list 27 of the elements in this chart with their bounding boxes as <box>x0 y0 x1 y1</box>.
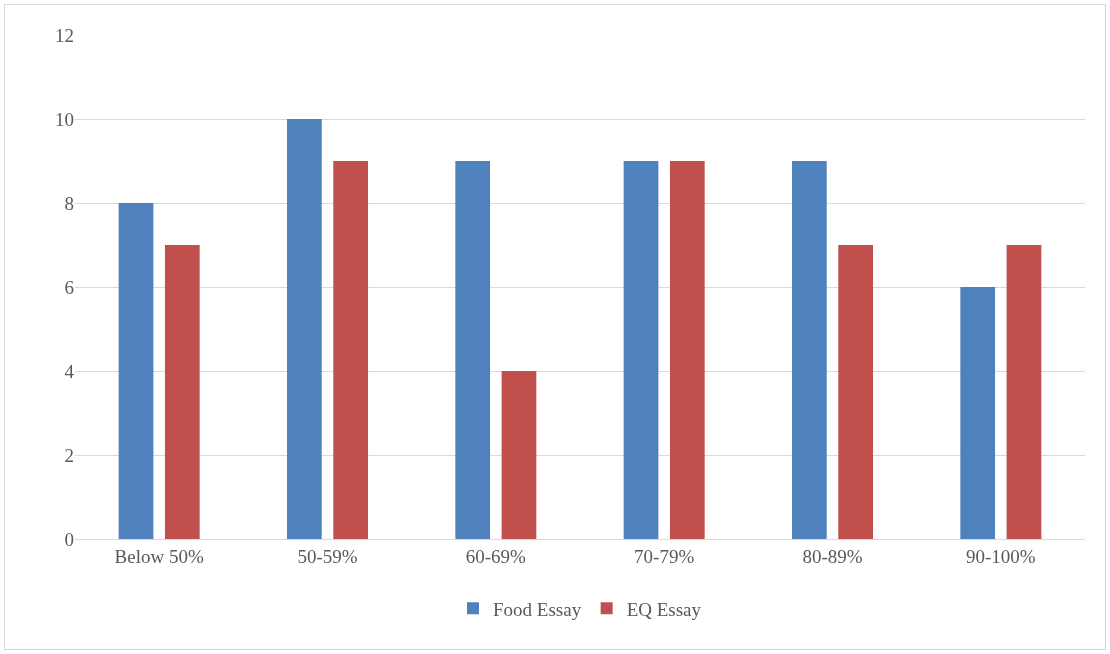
x-tick-label: 80-89% <box>802 545 863 567</box>
bar <box>333 161 369 539</box>
y-tick-label: 12 <box>55 24 74 46</box>
bar <box>669 161 705 539</box>
bar <box>838 245 874 539</box>
bar <box>164 245 200 539</box>
y-tick-label: 10 <box>55 108 74 130</box>
y-tick-label: 8 <box>64 192 74 214</box>
bar <box>118 203 154 539</box>
bar <box>791 161 827 539</box>
y-tick-label: 4 <box>64 360 75 382</box>
bar <box>1006 245 1042 539</box>
legend-label: EQ Essay <box>626 598 702 620</box>
bar <box>501 371 537 539</box>
y-tick-label: 6 <box>64 276 74 298</box>
bar <box>455 161 491 539</box>
legend-label: Food Essay <box>493 598 582 620</box>
x-tick-label: 70-79% <box>634 545 695 567</box>
x-tick-label: 90-100% <box>966 545 1036 567</box>
x-tick-label: 60-69% <box>465 545 527 567</box>
x-tick-label: 50-59% <box>297 545 358 567</box>
y-tick-label: 0 <box>64 528 74 550</box>
bar <box>960 287 996 539</box>
bar <box>623 161 659 539</box>
bar <box>286 119 322 539</box>
x-tick-label: Below 50% <box>114 545 204 567</box>
y-tick-label: 2 <box>64 444 74 466</box>
